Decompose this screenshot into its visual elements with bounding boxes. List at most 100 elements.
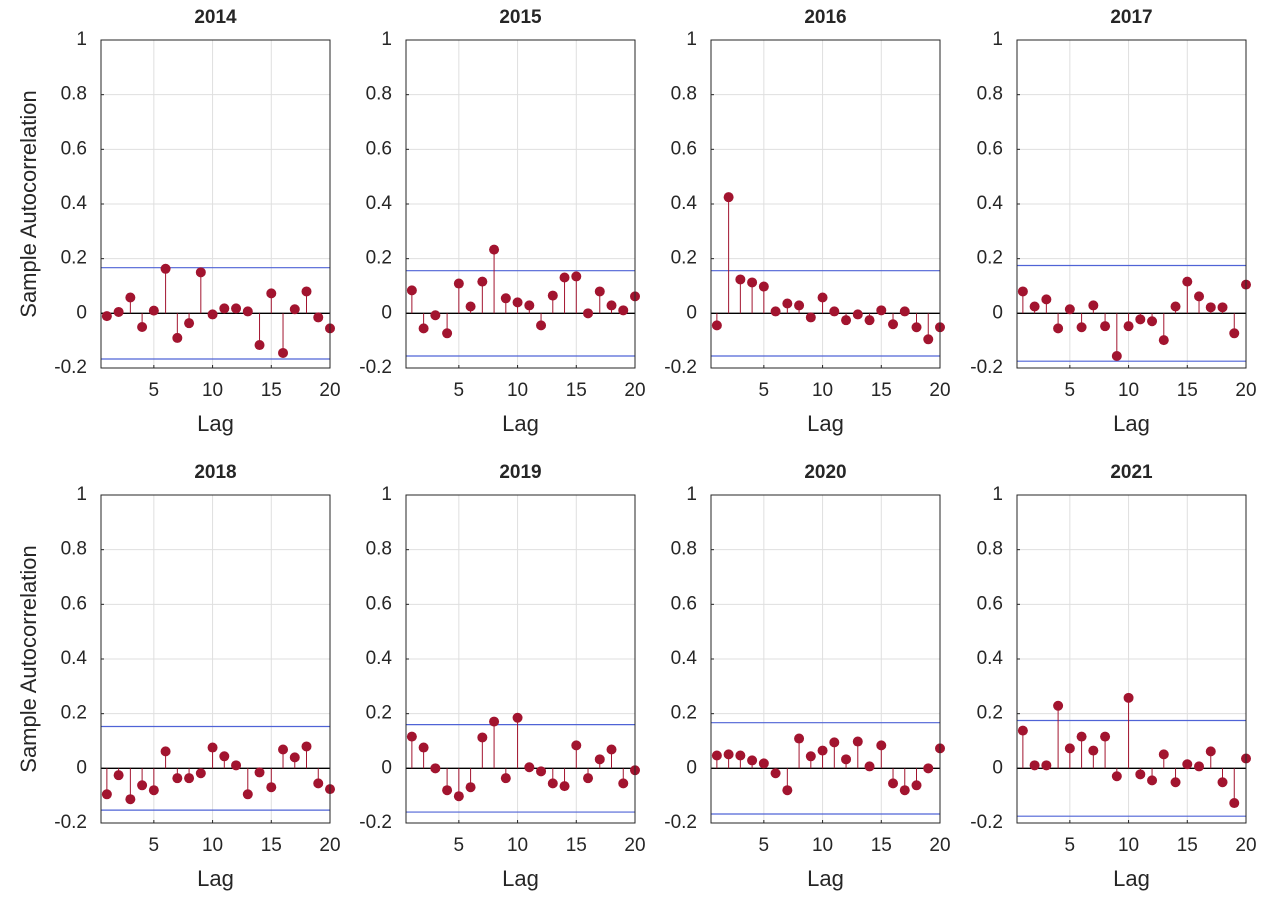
- x-tick-label: 20: [929, 835, 950, 856]
- stem-marker: [477, 276, 488, 287]
- stem-marker: [418, 323, 429, 334]
- stem-marker: [313, 312, 324, 323]
- stem-marker: [231, 303, 242, 314]
- axes-box: [100, 494, 331, 824]
- y-tick-label: 1: [686, 29, 697, 50]
- stem-marker: [406, 731, 417, 742]
- stem-marker: [113, 770, 124, 781]
- stem-marker: [1147, 316, 1158, 327]
- stem-marker: [735, 750, 746, 761]
- y-tick-label: -0.2: [970, 812, 1003, 833]
- x-tick-label: 5: [759, 835, 770, 856]
- x-axis-label: Lag: [807, 866, 844, 891]
- stem-marker: [876, 740, 887, 751]
- x-tick-label: 5: [759, 380, 770, 401]
- stem-marker: [1053, 700, 1064, 711]
- x-tick-label: 15: [871, 380, 892, 401]
- stem-marker: [101, 789, 112, 800]
- stem-marker: [571, 271, 582, 282]
- stem-marker: [289, 304, 300, 315]
- stem-marker: [735, 274, 746, 285]
- stem-marker: [1229, 328, 1240, 339]
- stem-marker: [583, 773, 594, 784]
- y-tick-label: 0: [381, 757, 392, 778]
- stem-marker: [113, 306, 124, 317]
- stem-marker: [536, 766, 547, 777]
- stem-marker: [711, 750, 722, 761]
- stem-marker: [101, 311, 112, 322]
- stem-marker: [219, 751, 230, 762]
- y-tick-label: 0.8: [61, 539, 87, 560]
- y-tick-label: 0.6: [61, 138, 87, 159]
- stem-marker: [876, 305, 887, 316]
- stem-marker: [911, 780, 922, 791]
- stem-marker: [1217, 302, 1228, 313]
- x-tick-label: 20: [624, 835, 645, 856]
- subplot-title: 2015: [499, 7, 542, 28]
- y-tick-label: 0.2: [366, 703, 392, 724]
- x-axis-label: Lag: [502, 411, 539, 436]
- stem-marker: [559, 272, 570, 283]
- y-tick-label: 0.6: [671, 138, 697, 159]
- stem-marker: [794, 300, 805, 311]
- stem-marker: [1088, 745, 1099, 756]
- stem-marker: [219, 303, 230, 314]
- stem-marker: [864, 761, 875, 772]
- stem-marker: [1205, 302, 1216, 313]
- stem-marker: [254, 767, 265, 778]
- y-tick-label: 0.2: [671, 248, 697, 269]
- axes-box: [710, 39, 941, 369]
- stem-marker: [923, 763, 934, 774]
- x-tick-label: 20: [929, 380, 950, 401]
- y-tick-label: -0.2: [54, 812, 87, 833]
- x-axis-label: Lag: [197, 866, 234, 891]
- axes-box: [1016, 39, 1247, 369]
- x-tick-label: 20: [624, 380, 645, 401]
- y-tick-label: -0.2: [359, 812, 392, 833]
- stem-marker: [770, 306, 781, 317]
- y-tick-label: 0.4: [977, 193, 1004, 214]
- stem-marker: [301, 286, 312, 297]
- x-tick-label: 15: [1177, 835, 1198, 856]
- x-tick-label: 20: [1235, 835, 1256, 856]
- y-tick-label: 0: [992, 757, 1003, 778]
- x-tick-label: 20: [319, 835, 340, 856]
- y-tick-label: 0.8: [366, 84, 392, 105]
- x-tick-label: 20: [1235, 380, 1256, 401]
- y-tick-label: 0.8: [671, 84, 697, 105]
- y-tick-label: 1: [76, 484, 87, 505]
- y-axis-label: Sample Autocorrelation: [16, 90, 41, 317]
- y-tick-label: -0.2: [664, 357, 697, 378]
- y-tick-label: 0.6: [977, 138, 1003, 159]
- stem-marker: [406, 285, 417, 296]
- stem-marker: [782, 298, 793, 309]
- stem-marker: [747, 277, 758, 288]
- stem-marker: [125, 794, 136, 805]
- stem-marker: [172, 332, 183, 343]
- stem-marker: [770, 768, 781, 779]
- stem-marker: [606, 744, 617, 755]
- stem-marker: [512, 297, 523, 308]
- x-tick-label: 15: [566, 380, 587, 401]
- stem-marker: [805, 751, 816, 762]
- stem-marker: [723, 749, 734, 760]
- y-tick-label: 0.6: [671, 593, 697, 614]
- stem-marker: [465, 782, 476, 793]
- x-tick-label: 15: [871, 835, 892, 856]
- axes-box: [405, 39, 636, 369]
- y-tick-label: 0.2: [977, 703, 1003, 724]
- stem-marker: [805, 312, 816, 323]
- x-tick-label: 15: [261, 835, 282, 856]
- y-axis-label: Sample Autocorrelation: [16, 545, 41, 772]
- stem-marker: [137, 780, 148, 791]
- y-tick-label: 0.6: [977, 593, 1003, 614]
- x-tick-label: 5: [454, 835, 465, 856]
- stem-marker: [242, 306, 253, 317]
- stem-marker: [606, 300, 617, 311]
- stem-marker: [453, 791, 464, 802]
- x-axis-label: Lag: [1113, 411, 1150, 436]
- stem-marker: [758, 281, 769, 292]
- y-tick-label: 0: [686, 757, 697, 778]
- x-tick-label: 15: [566, 835, 587, 856]
